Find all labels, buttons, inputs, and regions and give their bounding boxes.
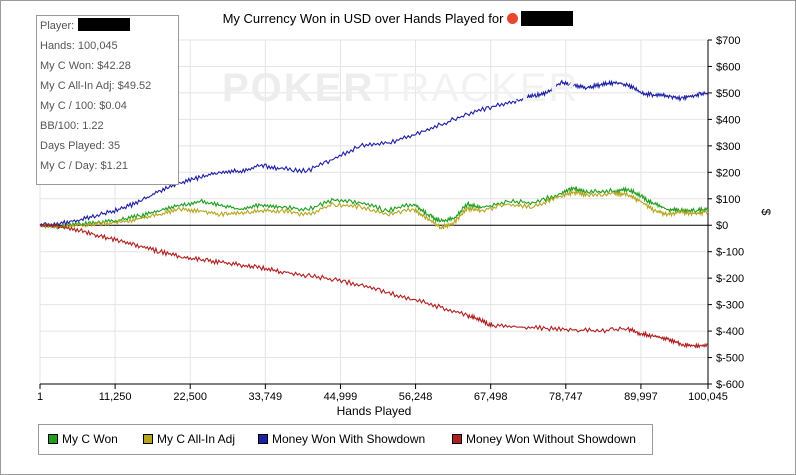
axes: [39, 39, 712, 389]
series-line-my-c-won: [39, 185, 709, 230]
stats-row-player: Player:: [37, 16, 178, 36]
y-tick-label: $500: [716, 88, 740, 100]
player-label: Player:: [40, 20, 75, 32]
series-line-money-won-with-showdown: [39, 79, 709, 228]
redacted-player-name: [521, 11, 574, 26]
legend-label: Money Won Without Showdown: [466, 432, 636, 446]
y-tick-label: $-200: [716, 273, 744, 285]
legend-swatch: [258, 434, 268, 444]
x-axis-label: Hands Played: [336, 404, 412, 418]
x-tick-label: 100,045: [688, 391, 728, 403]
y-tick-label: $100: [716, 194, 740, 206]
series-lines: [39, 79, 709, 349]
y-tick-label: $200: [716, 167, 740, 179]
chart-title-text: My Currency Won in USD over Hands Played…: [222, 11, 504, 26]
y-tick-label: $400: [716, 114, 740, 126]
y-tick-label: $-400: [716, 326, 744, 338]
series-line-my-c-all-in-adj: [39, 189, 709, 230]
stats-row: My C All-In Adj: $49.52: [40, 80, 152, 92]
legend-swatch: [48, 434, 58, 444]
tick-labels: $700 $600 $500 $400 $300 $200 $100 $0 $-100 $-200…: [37, 35, 773, 403]
x-tick-label: 89,997: [624, 391, 658, 403]
series-line-money-won-without-showdown: [39, 222, 709, 349]
stats-row: My C / 100: $0.04: [40, 100, 127, 112]
stats-row: Days Played: 35: [40, 140, 121, 152]
legend-item-my-c-won[interactable]: My C Won: [48, 432, 118, 446]
y-tick-label: $300: [716, 141, 740, 153]
watermark-right: TRACKER: [374, 66, 580, 110]
watermark-left: POKER: [222, 66, 375, 110]
legend-item-money-won-without-showdown[interactable]: Money Won Without Showdown: [452, 432, 636, 446]
y-tick-label: $600: [716, 61, 740, 73]
legend: My C Won My C All-In Adj Money Won With …: [38, 424, 653, 455]
legend-label: My C Won: [62, 432, 118, 446]
legend-swatch: [143, 434, 153, 444]
y-axis-label: $: [759, 209, 773, 216]
y-tick-label: $700: [716, 35, 740, 47]
x-tick-label: 11,250: [99, 391, 132, 403]
legend-label: Money Won With Showdown: [272, 432, 426, 446]
y-tick-label: $-500: [716, 353, 744, 365]
watermark: POKERTRACKER: [222, 66, 579, 111]
x-tick-label: 33,749: [249, 391, 283, 403]
x-tick-label: 56,248: [399, 391, 433, 403]
x-tick-label: 44,999: [324, 391, 358, 403]
legend-item-money-won-with-showdown[interactable]: Money Won With Showdown: [258, 432, 425, 446]
x-tick-label: 67,498: [474, 391, 508, 403]
legend-item-my-c-all-in-adj[interactable]: My C All-In Adj: [143, 432, 235, 446]
stats-row: My C Won: $42.28: [40, 60, 131, 72]
poker-site-icon: [507, 13, 519, 24]
y-tick-label: $-300: [716, 300, 744, 312]
legend-swatch: [452, 434, 462, 444]
y-tick-label: $-100: [716, 247, 744, 259]
y-tick-label: $0: [716, 220, 728, 232]
y-tick-label: $-600: [716, 379, 744, 391]
legend-label: My C All-In Adj: [157, 432, 236, 446]
x-tick-label: 22,500: [173, 391, 207, 403]
stats-row: My C / Day: $1.21: [40, 160, 129, 172]
chart-title: My Currency Won in USD over Hands Played…: [0, 11, 796, 26]
x-tick-label: 1: [37, 391, 43, 403]
x-tick-label: 78,747: [549, 391, 583, 403]
stats-panel: Player: Hands: 100,045 My C Won: $42.28 …: [36, 15, 179, 185]
redacted-player-box: [78, 18, 131, 31]
stats-row: BB/100: 1.22: [40, 120, 104, 132]
stats-row: Hands: 100,045: [40, 40, 118, 52]
